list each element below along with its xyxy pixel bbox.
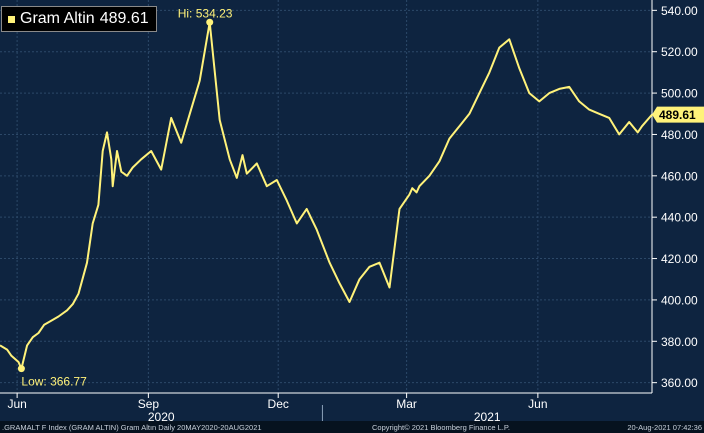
x-tick-label: Jun	[528, 397, 547, 411]
y-tick-label: 360.00	[661, 376, 698, 390]
series-line-gram-altin	[0, 21, 653, 370]
x-tick-label: Dec	[268, 397, 289, 411]
legend-value: 489.61	[99, 10, 149, 27]
footer-left: .GRAMALT F Index (GRAM ALTIN) Gram Altın…	[2, 423, 262, 432]
y-tick-label: 540.00	[661, 4, 698, 18]
y-tick-label: 500.00	[661, 87, 698, 101]
annotation-point	[206, 18, 214, 26]
low-annotation: Low: 366.77	[21, 375, 87, 389]
y-tick-label: 400.00	[661, 293, 698, 307]
legend: Gram Altin 489.61	[1, 6, 157, 32]
y-tick-label: 480.00	[661, 128, 698, 142]
year-label: 2020	[148, 410, 175, 424]
y-tick-label: 460.00	[661, 169, 698, 183]
x-tick-label: Jun	[7, 397, 26, 411]
last-price-tag	[652, 106, 704, 123]
high-annotation: Hi: 534.23	[178, 6, 233, 20]
last-price-label: 489.61	[659, 108, 696, 122]
y-tick-label: 520.00	[661, 45, 698, 59]
y-tick-label: 380.00	[661, 335, 698, 349]
y-tick-label: 440.00	[661, 211, 698, 225]
footer-right: 20-Aug-2021 07:42:36	[627, 423, 702, 432]
footer-center: Copyright© 2021 Bloomberg Finance L.P.	[372, 423, 510, 432]
y-tick-label: 420.00	[661, 252, 698, 266]
x-tick-label: Mar	[396, 397, 417, 411]
legend-label: Gram Altin	[20, 10, 95, 27]
annotation-point	[17, 365, 25, 373]
footer-bar	[0, 421, 704, 433]
legend-swatch	[8, 15, 15, 23]
year-label: 2021	[474, 410, 501, 424]
x-tick-label: Sep	[138, 397, 160, 411]
